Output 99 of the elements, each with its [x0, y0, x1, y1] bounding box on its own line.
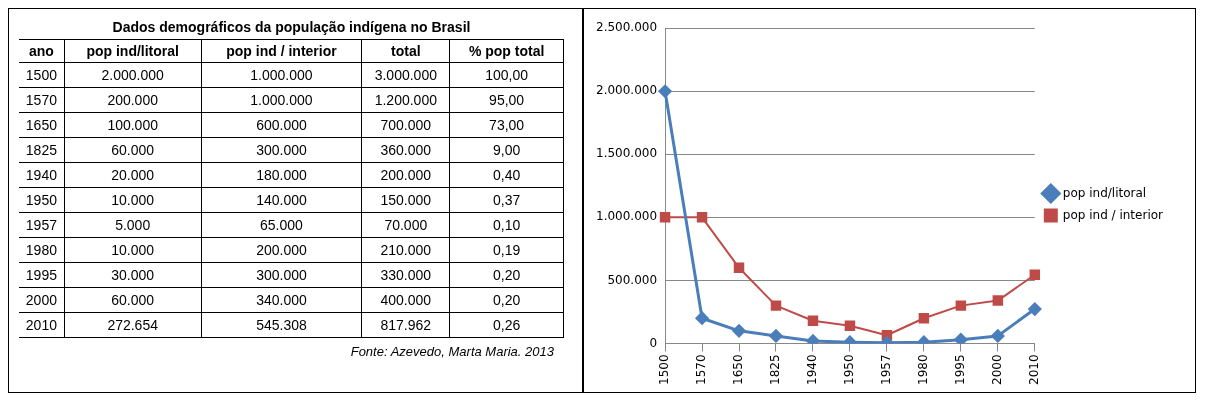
point: [844, 320, 856, 332]
point: [1029, 269, 1041, 280]
data-label: 9,00: [449, 137, 564, 163]
data-label: 200.000: [64, 87, 202, 113]
data-label: 400.000: [361, 287, 450, 313]
data-label: 0,10: [449, 212, 564, 238]
data-label: 70.000: [361, 212, 450, 238]
point: [769, 329, 783, 343]
data-label: 3.000.000: [361, 62, 450, 88]
category-label: 1500: [19, 62, 65, 88]
data-label: 0,20: [449, 287, 564, 313]
data-label: 140.000: [201, 187, 362, 213]
data-label: 210.000: [361, 237, 450, 263]
text: ano: [19, 39, 65, 63]
category-label: 2010: [19, 312, 65, 338]
data-label: 73,00: [449, 112, 564, 138]
point: [955, 300, 967, 311]
x-tick-label: 1980: [916, 354, 931, 386]
category-label: 1950: [19, 187, 65, 213]
category-label: 2000: [19, 287, 65, 313]
text: % pop total: [449, 39, 564, 63]
data-label: 1.000.000: [201, 87, 362, 113]
legend-label: pop ind/litoral: [1062, 185, 1147, 200]
point: [806, 334, 820, 344]
data-label: 100.000: [64, 112, 202, 138]
x-tick-label: 2000: [989, 354, 1004, 386]
x-tick-label: 1500: [657, 354, 672, 386]
data-label: 0,26: [449, 312, 564, 338]
point: [770, 300, 782, 311]
data-label: 0,40: [449, 162, 564, 188]
data-label: 200.000: [201, 237, 362, 263]
data-label: 272.654: [64, 312, 202, 338]
y-tick-label: 2.000.000: [595, 83, 658, 98]
y-tick-label: 1.500.000: [595, 146, 658, 161]
point: [659, 212, 671, 223]
y-tick-label: 2.500.000: [595, 20, 658, 35]
source-note: Fonte: Azevedo, Marta Maria. 2013: [349, 344, 554, 359]
data-label: 0,37: [449, 187, 564, 213]
point: [918, 313, 930, 324]
category-label: 1570: [19, 87, 65, 113]
x-tick-label: 1570: [694, 354, 709, 386]
x-tick-label: 1825: [768, 354, 783, 386]
text: pop ind/litoral: [64, 39, 202, 63]
x-tick-label: 1995: [952, 354, 967, 386]
text: total: [361, 39, 450, 63]
x-tick-label: 1950: [842, 354, 857, 386]
point: [733, 262, 745, 274]
data-label: 10.000: [64, 237, 202, 263]
data-label: 60.000: [64, 287, 202, 313]
data-label: 20.000: [64, 162, 202, 188]
data-label: 200.000: [361, 162, 450, 188]
x-tick-label: 2010: [1026, 354, 1041, 386]
data-label: 0,20: [449, 262, 564, 288]
data-label: 300.000: [201, 137, 362, 163]
x-tick-label: 1940: [805, 354, 820, 386]
x-tick-label: 1650: [731, 354, 746, 386]
point: [1028, 302, 1042, 316]
point: [991, 329, 1005, 343]
category-label: 1957: [19, 212, 65, 238]
text: pop ind / interior: [201, 39, 362, 63]
y-tick-label: 1.000.000: [595, 209, 658, 224]
category-label: 1650: [19, 112, 65, 138]
category-label: 1940: [19, 162, 65, 188]
data-label: 0,19: [449, 237, 564, 263]
data-label: 180.000: [201, 162, 362, 188]
data-label: 700.000: [361, 112, 450, 138]
data-label: 330.000: [361, 262, 450, 288]
data-label: 600.000: [201, 112, 362, 138]
data-label: 100,00: [449, 62, 564, 88]
point: [732, 324, 746, 338]
category-label: 1995: [19, 262, 65, 288]
x-tick-label: 1957: [879, 354, 894, 386]
data-label: 65.000: [201, 212, 362, 238]
data-label: 300.000: [201, 262, 362, 288]
data-label: 95,00: [449, 87, 564, 113]
point: [992, 295, 1004, 306]
data-label: 60.000: [64, 137, 202, 163]
data-label: 1.000.000: [201, 62, 362, 88]
data-label: 545.308: [201, 312, 362, 338]
data-label: 10.000: [64, 187, 202, 213]
data-label: 5.000: [64, 212, 202, 238]
y-tick-label: 500.000: [607, 272, 658, 287]
data-label: 30.000: [64, 262, 202, 288]
data-label: 2.000.000: [64, 62, 202, 88]
text: Dados demográficos da população indígena no Brasil: [111, 19, 472, 37]
point: [658, 84, 672, 98]
point: [695, 311, 709, 325]
category-label: 1980: [19, 237, 65, 263]
point: [954, 333, 968, 344]
y-tick-label: 0: [649, 335, 658, 350]
point: [696, 212, 708, 223]
category-label: 1825: [19, 137, 65, 163]
data-label: 1.200.000: [361, 87, 450, 113]
data-label: 817.962: [361, 312, 450, 338]
legend-label: pop ind / interior: [1062, 207, 1164, 222]
data-label: 360.000: [361, 137, 450, 163]
data-label: 340.000: [201, 287, 362, 313]
point: [807, 315, 819, 327]
data-label: 150.000: [361, 187, 450, 213]
